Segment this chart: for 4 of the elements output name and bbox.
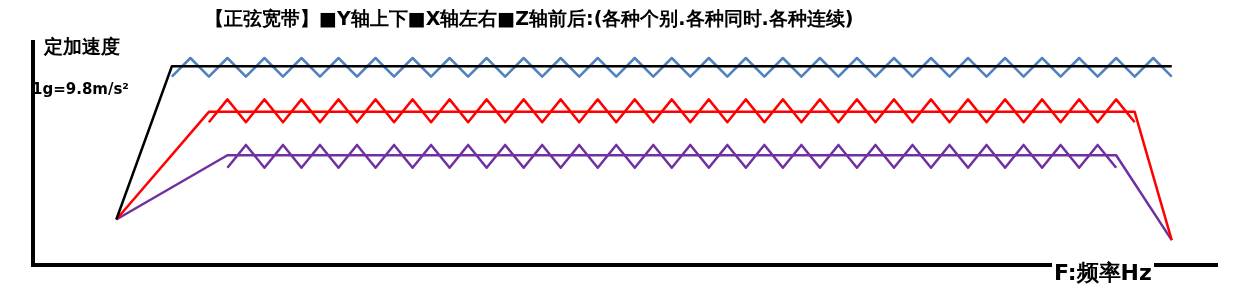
chart-title: 【正弦宽带】■Y轴上下■X轴左右■Z轴前后:(各种个别.各种同时.各种连续) [205,6,854,31]
x-axis-title: F:频率Hz [1052,258,1154,288]
annotation: 1g=9.8m/s² [32,80,129,98]
y-axis-title: 定加速度 [44,34,120,59]
